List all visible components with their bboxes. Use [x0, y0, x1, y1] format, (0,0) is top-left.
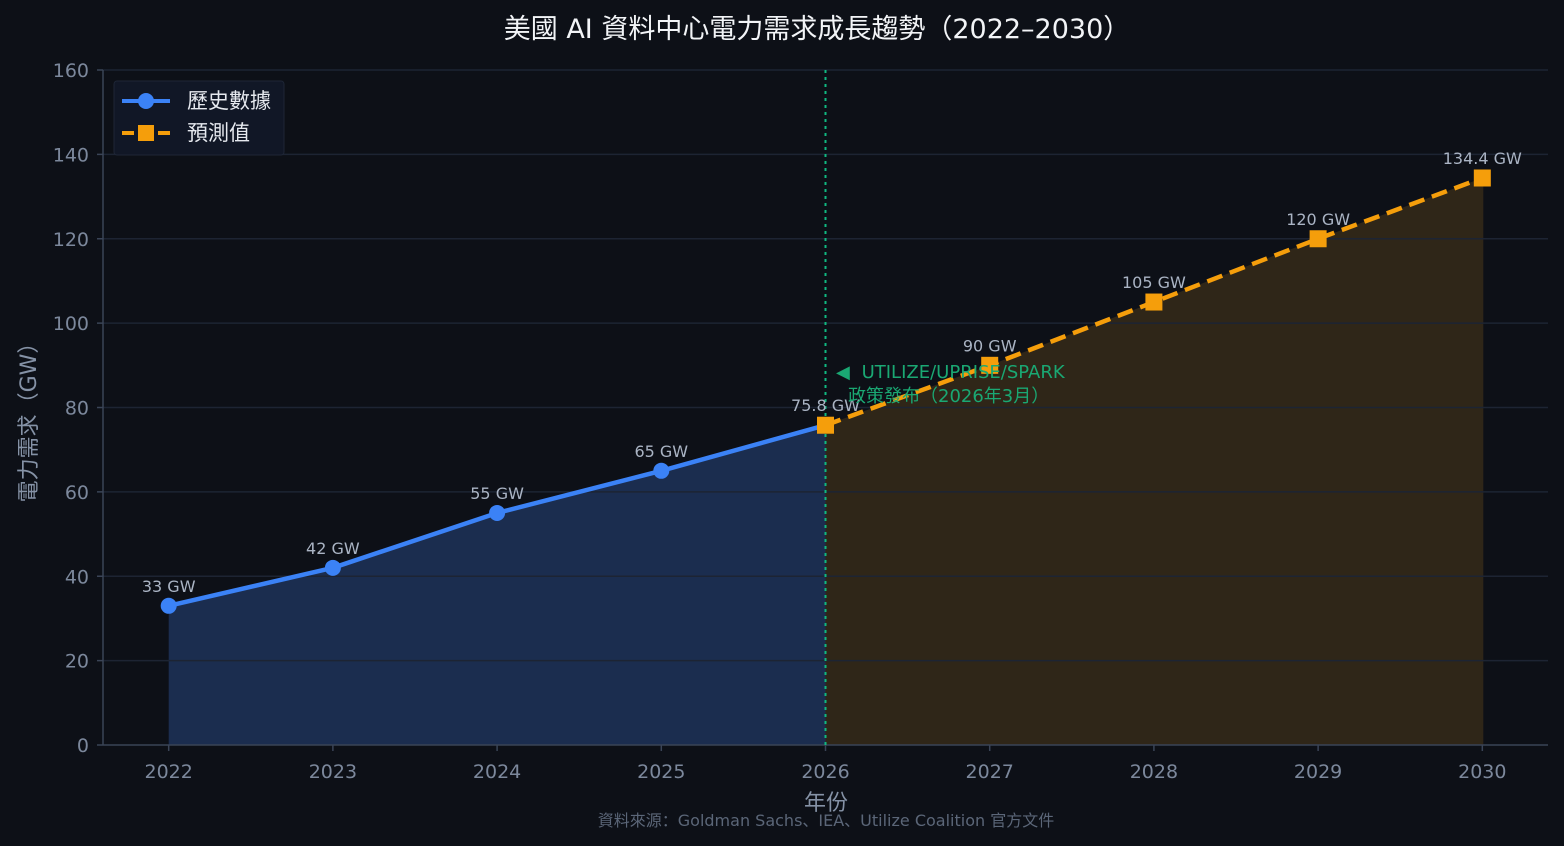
- source-note: 資料來源：Goldman Sachs、IEA、Utilize Coalition…: [598, 811, 1054, 830]
- y-tick-label-120: 120: [53, 229, 89, 251]
- area-fill-forecast: [825, 178, 1483, 745]
- y-tick-labels: 0 20 40 60 80 100 120 140 160: [53, 60, 103, 757]
- data-label-forecast-2028: 105 GW: [1122, 273, 1186, 292]
- data-label-forecast-2029: 120 GW: [1286, 210, 1350, 229]
- data-label-historical-2022: 33 GW: [142, 577, 196, 596]
- marker-forecast-2030: [1473, 169, 1491, 187]
- y-tick-label-100: 100: [53, 313, 89, 335]
- x-tick-label-2030: 2030: [1458, 761, 1506, 783]
- y-tick-label-140: 140: [53, 144, 89, 166]
- chart-title: 美國 AI 資料中心電力需求成長趨勢（2022–2030）: [504, 14, 1131, 45]
- y-tick-label-0: 0: [77, 735, 89, 757]
- y-tick-label-160: 160: [53, 60, 89, 82]
- marker-historical-2025: [653, 462, 670, 479]
- marker-forecast-2027: [981, 356, 999, 374]
- area-fills: [168, 178, 1484, 745]
- marker-historical-2023: [324, 559, 341, 576]
- data-label-historical-2025: 65 GW: [634, 442, 688, 461]
- legend-item-historical: 歷史數據: [122, 89, 271, 113]
- legend-historical-circle-icon: [138, 93, 154, 109]
- data-labels: 33 GW 42 GW 55 GW 65 GW 75.8 GW 90 GW 105 GW 12…: [142, 149, 1522, 596]
- legend: 歷史數據 預測值: [113, 80, 285, 156]
- y-axis-label: 電力需求（GW）: [17, 332, 42, 503]
- annotation-arrow-icon: ◀: [836, 362, 850, 383]
- x-tick-label-2026: 2026: [801, 761, 849, 783]
- x-tick-label-2027: 2027: [966, 761, 1014, 783]
- annotation-policy-names: UTILIZE/UPRISE/SPARK: [862, 362, 1066, 383]
- series-markers: [160, 169, 1491, 614]
- x-tick-labels: 2022 2023 2024 2025 2026 2027 2028 2029 2030: [145, 745, 1506, 783]
- x-tick-label-2029: 2029: [1294, 761, 1342, 783]
- policy-annotation: ◀ UTILIZE/UPRISE/SPARK 政策發布（2026年3月）: [836, 362, 1066, 407]
- marker-forecast-2028: [1145, 293, 1163, 311]
- annotation-line1: ◀ UTILIZE/UPRISE/SPARK: [836, 362, 1066, 383]
- y-tick-label-20: 20: [65, 651, 89, 673]
- annotation-line2: 政策發布（2026年3月）: [848, 386, 1049, 407]
- legend-forecast-label: 預測值: [187, 121, 250, 145]
- x-tick-label-2028: 2028: [1130, 761, 1178, 783]
- data-label-historical-2023: 42 GW: [306, 539, 360, 558]
- x-axis-label: 年份: [804, 791, 848, 816]
- legend-historical-label: 歷史數據: [187, 89, 271, 113]
- legend-item-forecast: 預測值: [122, 121, 250, 145]
- data-label-historical-2024: 55 GW: [470, 484, 524, 503]
- marker-forecast-2029: [1309, 230, 1327, 248]
- y-tick-label-80: 80: [65, 398, 89, 420]
- y-tick-label-40: 40: [65, 566, 89, 588]
- marker-forecast-2026: [817, 416, 834, 434]
- marker-historical-2024: [489, 504, 506, 521]
- area-fill-historical: [168, 425, 826, 745]
- legend-forecast-square-icon: [138, 125, 154, 141]
- x-tick-label-2025: 2025: [637, 761, 685, 783]
- data-label-forecast-2027: 90 GW: [963, 336, 1017, 355]
- y-tick-label-60: 60: [65, 482, 89, 504]
- x-tick-label-2022: 2022: [145, 761, 193, 783]
- data-label-forecast-2030: 134.4 GW: [1443, 149, 1522, 168]
- marker-historical-2022: [160, 597, 177, 614]
- x-tick-label-2023: 2023: [309, 761, 357, 783]
- data-label-historical-2026: 75.8 GW: [791, 396, 860, 415]
- x-tick-label-2024: 2024: [473, 761, 521, 783]
